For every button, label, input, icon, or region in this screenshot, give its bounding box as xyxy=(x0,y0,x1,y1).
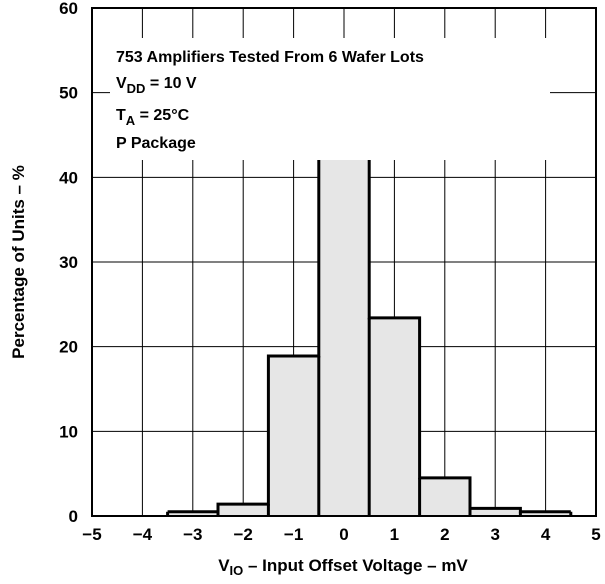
y-axis-title: Percentage of Units – % xyxy=(9,165,28,359)
histogram-bar xyxy=(318,124,370,516)
annotation-line-2-var: V xyxy=(116,75,127,92)
annotation-background xyxy=(110,38,550,160)
histogram-bar xyxy=(520,511,571,516)
histogram-bar xyxy=(167,511,218,516)
annotation-line-3-rest: = 25°C xyxy=(135,107,189,124)
annotation-line-3: TA = 25°C xyxy=(116,107,190,128)
x-tick-label: 3 xyxy=(490,525,499,544)
histogram-bars xyxy=(166,123,573,516)
annotation-line-2: VDD = 10 V xyxy=(116,75,197,96)
plot-frame xyxy=(91,7,597,517)
histogram-bar xyxy=(470,508,521,516)
x-axis-title: VIO – Input Offset Voltage – mV xyxy=(218,556,468,578)
y-tick-label: 20 xyxy=(59,338,78,357)
annotation-block: 753 Amplifiers Tested From 6 Wafer Lots … xyxy=(110,38,550,160)
x-tick-label: −5 xyxy=(82,525,101,544)
histogram-bar xyxy=(369,317,420,516)
x-tick-label: −2 xyxy=(234,525,253,544)
annotation-line-3-var: T xyxy=(116,107,126,124)
x-tick-label: −3 xyxy=(183,525,202,544)
annotation-line-3-sub: A xyxy=(126,113,136,128)
y-tick-label: 0 xyxy=(69,507,78,526)
histogram-outline xyxy=(167,123,571,514)
histogram-bar xyxy=(268,355,319,516)
histogram-bar xyxy=(419,477,470,516)
x-tick-label: −4 xyxy=(133,525,153,544)
x-tick-label: 2 xyxy=(440,525,449,544)
x-tick-labels: −5 −4 −3 −2 −1 0 1 2 3 4 5 xyxy=(82,525,600,544)
x-tick-label: 0 xyxy=(339,525,348,544)
y-tick-label: 40 xyxy=(59,168,78,187)
y-tick-label: 30 xyxy=(59,253,78,272)
x-tick-label: −1 xyxy=(284,525,303,544)
x-axis-title-rest: – Input Offset Voltage – mV xyxy=(243,556,468,575)
x-tick-label: 1 xyxy=(390,525,399,544)
x-tick-label: 5 xyxy=(591,525,600,544)
x-axis-title-sub: IO xyxy=(230,563,244,578)
y-tick-label: 60 xyxy=(59,0,78,18)
y-tick-label: 50 xyxy=(59,84,78,103)
annotation-line-1: 753 Amplifiers Tested From 6 Wafer Lots xyxy=(116,49,424,66)
annotation-line-2-rest: = 10 V xyxy=(145,75,196,92)
y-tick-labels: 0 10 20 30 40 50 60 xyxy=(59,0,78,526)
x-tick-label: 4 xyxy=(541,525,551,544)
histogram-bar xyxy=(218,504,269,516)
annotation-line-2-sub: DD xyxy=(127,81,146,96)
annotation-line-4: P Package xyxy=(116,135,196,152)
x-axis-title-var: V xyxy=(218,556,230,575)
y-tick-label: 10 xyxy=(59,422,78,441)
